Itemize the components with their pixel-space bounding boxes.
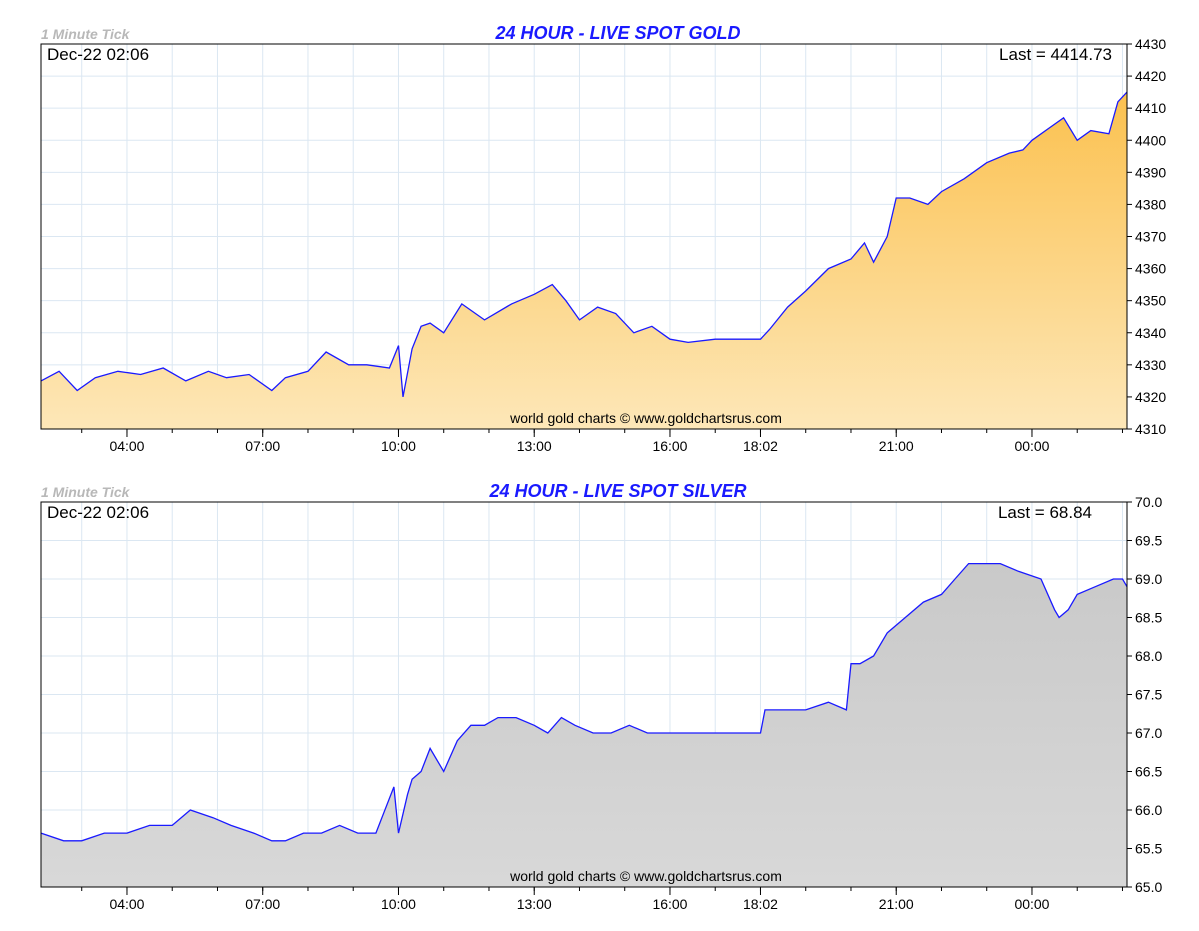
silver-ytick-label: 66.5 — [1135, 764, 1162, 780]
silver-xtick-label: 10:00 — [381, 896, 416, 912]
silver-title: 24 HOUR - LIVE SPOT SILVER — [488, 481, 746, 501]
gold-ytick-label: 4340 — [1135, 325, 1166, 341]
silver-last-price: Last = 68.84 — [998, 503, 1092, 522]
gold-ytick-label: 4430 — [1135, 36, 1166, 52]
silver-price-line — [40, 562, 1128, 842]
silver-chart: 65.0 65.5 66.0 66.5 67.0 67.5 68.0 68.5 69.0 69.5… — [40, 481, 1162, 912]
gold-xtick-label: 21:00 — [879, 438, 914, 454]
gold-price-line — [40, 91, 1128, 398]
silver-xtick-label: 18:02 — [743, 896, 778, 912]
gold-ytick-label: 4310 — [1135, 421, 1166, 437]
silver-xtick-label: 04:00 — [109, 896, 144, 912]
gold-ytick-label: 4320 — [1135, 389, 1166, 405]
gold-area-fill — [41, 92, 1127, 429]
gold-y-axis: 4310 4320 4330 4340 4350 4360 4370 4380 4390 4400… — [1127, 36, 1166, 437]
silver-xtick-label: 16:00 — [652, 896, 687, 912]
silver-subtitle: 1 Minute Tick — [41, 484, 131, 500]
gold-ytick-label: 4400 — [1135, 132, 1166, 148]
silver-xtick-label: 07:00 — [245, 896, 280, 912]
gold-xtick-label: 13:00 — [517, 438, 552, 454]
silver-y-axis: 65.0 65.5 66.0 66.5 67.0 67.5 68.0 68.5 69.0 69.5… — [1127, 494, 1162, 895]
gold-x-axis: 04:00 07:00 10:00 13:00 16:00 18:02 21:00 00:00 — [81, 429, 1123, 454]
silver-ytick-label: 68.0 — [1135, 648, 1162, 664]
gold-ytick-label: 4390 — [1135, 164, 1166, 180]
silver-x-axis: 04:00 07:00 10:00 13:00 16:00 18:02 21:00 00:00 — [81, 887, 1123, 912]
gold-ytick-label: 4410 — [1135, 100, 1166, 116]
silver-ytick-label: 67.5 — [1135, 687, 1162, 703]
gold-ytick-label: 4330 — [1135, 357, 1166, 373]
silver-credit: world gold charts © www.goldchartsrus.co… — [509, 868, 782, 884]
gold-xtick-label: 04:00 — [109, 438, 144, 454]
gold-ytick-label: 4380 — [1135, 196, 1166, 212]
gold-ytick-label: 4420 — [1135, 68, 1166, 84]
silver-ytick-label: 69.5 — [1135, 533, 1162, 549]
gold-credit: world gold charts © www.goldchartsrus.co… — [509, 410, 782, 426]
gold-xtick-label: 16:00 — [652, 438, 687, 454]
silver-ytick-label: 65.5 — [1135, 841, 1162, 857]
gold-timestamp: Dec-22 02:06 — [47, 45, 149, 64]
silver-xtick-label: 00:00 — [1014, 896, 1049, 912]
silver-area-fill — [41, 563, 1127, 887]
gold-last-price: Last = 4414.73 — [999, 45, 1112, 64]
silver-xtick-label: 13:00 — [517, 896, 552, 912]
silver-ytick-label: 65.0 — [1135, 879, 1162, 895]
silver-ytick-label: 67.0 — [1135, 725, 1162, 741]
gold-ytick-label: 4360 — [1135, 261, 1166, 277]
gold-title: 24 HOUR - LIVE SPOT GOLD — [494, 23, 740, 43]
silver-ytick-label: 68.5 — [1135, 610, 1162, 626]
gold-subtitle: 1 Minute Tick — [41, 26, 131, 42]
silver-xtick-label: 21:00 — [879, 896, 914, 912]
silver-timestamp: Dec-22 02:06 — [47, 503, 149, 522]
silver-ytick-label: 69.0 — [1135, 571, 1162, 587]
gold-ytick-label: 4350 — [1135, 293, 1166, 309]
silver-ytick-label: 70.0 — [1135, 494, 1162, 510]
silver-ytick-label: 66.0 — [1135, 802, 1162, 818]
gold-xtick-label: 07:00 — [245, 438, 280, 454]
gold-xtick-label: 10:00 — [381, 438, 416, 454]
gold-chart: 4310 4320 4330 4340 4350 4360 4370 4380 4390 4400… — [40, 23, 1166, 454]
gold-xtick-label: 00:00 — [1014, 438, 1049, 454]
gold-ytick-label: 4370 — [1135, 229, 1166, 245]
gold-xtick-label: 18:02 — [743, 438, 778, 454]
